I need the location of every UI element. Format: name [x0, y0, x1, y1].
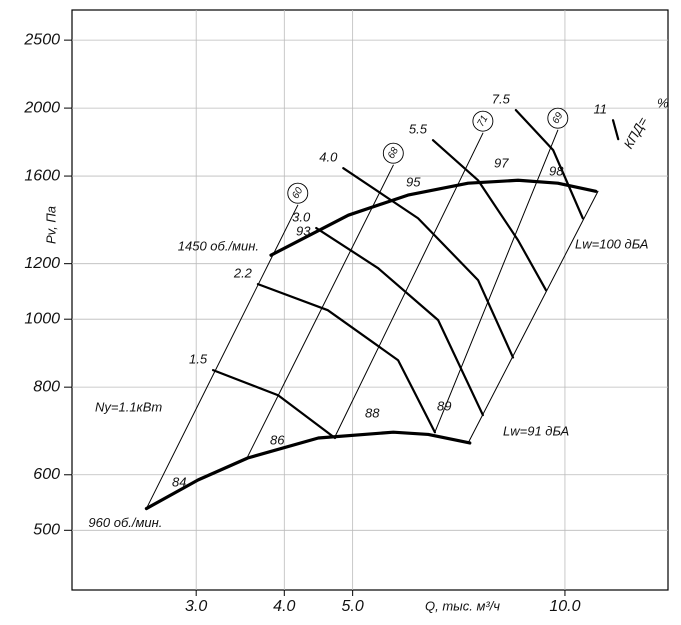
annotation: 84	[172, 474, 186, 489]
power-curve	[514, 108, 584, 220]
power-curve	[256, 283, 436, 434]
annotation: 95	[406, 174, 421, 189]
x-tick-label: 5.0	[342, 598, 364, 615]
power-label: 1.5	[189, 352, 208, 367]
y-tick-label: 800	[33, 378, 60, 395]
y-tick-label: 2000	[23, 99, 60, 116]
y-tick-label: 1200	[24, 255, 60, 272]
annotation: Ny=1.1кВт	[95, 399, 162, 414]
y-tick-label: 2500	[23, 31, 60, 48]
power-curve	[211, 369, 337, 440]
power-label: 2.2	[233, 266, 253, 281]
efficiency-label: 60	[290, 185, 305, 201]
efficiency-marker	[382, 142, 404, 164]
annotation: 86	[270, 432, 285, 447]
efficiency-marker	[547, 107, 569, 129]
y-tick-label: 1600	[24, 167, 60, 184]
speed-curve	[144, 430, 472, 511]
efficiency-label: 68	[386, 145, 401, 161]
efficiency-line	[245, 164, 394, 461]
efficiency-label: 71	[475, 114, 490, 129]
x-tick-label: 10.0	[549, 598, 580, 615]
plot-frame	[71, 9, 669, 591]
power-curve	[431, 139, 548, 292]
x-tick-label: 3.0	[185, 598, 207, 615]
power-curve	[611, 119, 620, 141]
annotation: Lw=91 дБА	[503, 423, 569, 438]
power-label: 11	[594, 102, 608, 117]
annotation: 88	[365, 405, 380, 420]
annotation: 98	[549, 163, 564, 178]
power-curve	[342, 167, 515, 359]
efficiency-marker	[472, 110, 494, 132]
x-axis-label: Q, тыс. м³/ч	[425, 598, 500, 613]
x-tick-label: 4.0	[273, 598, 295, 615]
power-label: 5.5	[409, 122, 428, 137]
efficiency-line	[467, 190, 599, 444]
annotation: 93	[296, 223, 311, 238]
annotation: Lw=100 дБА	[575, 236, 648, 251]
annotation: КПД=	[621, 114, 651, 151]
y-axis-label: Pv, Па	[43, 206, 58, 244]
speed-label: 960 об./мин.	[88, 515, 162, 530]
y-tick-label: 1000	[24, 310, 60, 327]
power-curve	[315, 226, 484, 417]
annotation: 89	[437, 398, 451, 413]
speed-curve	[269, 178, 598, 257]
power-label: 7.5	[492, 92, 511, 107]
speed-label: 1450 об./мин.	[178, 239, 259, 254]
power-label: 4.0	[319, 150, 338, 165]
annotation: 97	[494, 155, 509, 170]
annotation: %	[657, 95, 669, 110]
y-tick-label: 600	[33, 466, 60, 483]
y-tick-label: 500	[33, 522, 60, 539]
efficiency-marker	[287, 182, 309, 204]
power-label: 3.0	[292, 209, 311, 224]
efficiency-label: 69	[550, 110, 565, 126]
